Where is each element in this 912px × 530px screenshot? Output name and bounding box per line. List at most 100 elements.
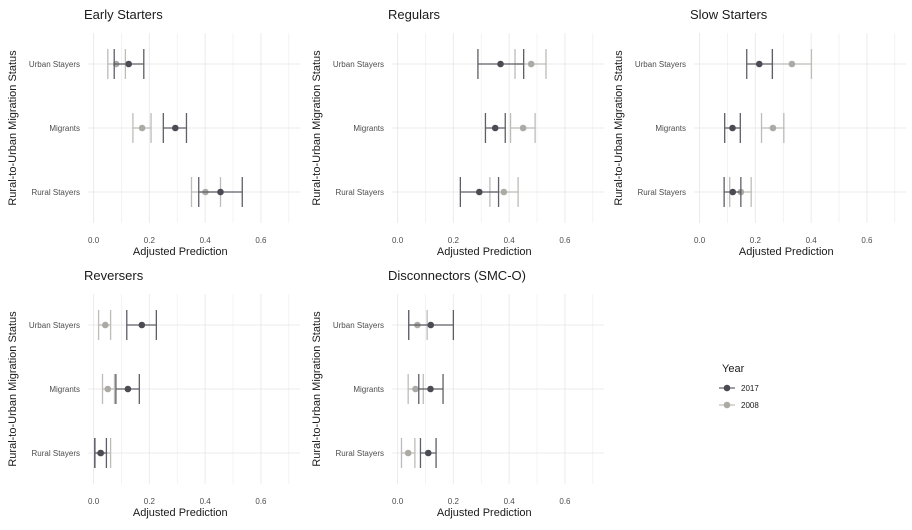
y-axis-title: Rural-to-Urban Migration Status [7, 311, 19, 467]
errorbar-2017 [113, 49, 145, 79]
y-tick-label: Migrants [49, 124, 80, 133]
panel-title: Reversers [84, 268, 144, 283]
y-tick-label: Rural Stayers [336, 188, 384, 197]
y-tick-label: Rural Stayers [638, 188, 686, 197]
x-tick-label: 0.2 [448, 497, 460, 506]
data-point-2008 [500, 188, 508, 196]
data-point-2017 [424, 449, 432, 457]
x-tick-label: 0.6 [255, 497, 267, 506]
errorbar-2017 [459, 177, 500, 207]
x-axis-title: Adjusted Prediction [133, 507, 228, 519]
panel-title: Disconnectors (SMC-O) [388, 268, 526, 283]
errorbar-2017 [724, 113, 741, 143]
facet-panel: Slow Starters Urban Stayers Migrants Rural … [613, 7, 906, 258]
errorbar-2008 [771, 49, 813, 79]
data-point-2017 [125, 60, 133, 68]
x-axis-title: Adjusted Prediction [133, 246, 228, 258]
data-point-2008 [138, 124, 146, 132]
data-point-2017 [138, 321, 146, 329]
legend-key-2008 [723, 401, 731, 409]
errorbar-2017 [723, 177, 742, 207]
errorbar-2008 [400, 438, 416, 468]
facet-panel: Early Starters Urban Stayers Migrants Rural… [7, 7, 300, 258]
data-point-2017 [497, 60, 504, 68]
x-tick-label: 0.0 [88, 497, 100, 506]
data-point-2008 [519, 124, 527, 132]
data-point-2017 [729, 124, 736, 132]
data-point-2017 [476, 188, 483, 196]
y-tick-label: Urban Stayers [29, 60, 80, 69]
errorbar-2017 [198, 177, 243, 207]
data-point-2008 [769, 124, 777, 132]
data-point-2017 [172, 124, 179, 132]
errorbar-2008 [760, 113, 785, 143]
x-tick-label: 0.6 [255, 236, 267, 245]
y-tick-label: Migrants [353, 385, 384, 394]
y-tick-label: Rural Stayers [32, 449, 80, 458]
x-tick-label: 0.6 [861, 236, 873, 245]
data-point-2008 [412, 385, 419, 393]
errorbar-2017 [419, 438, 437, 468]
panel-title: Regulars [388, 7, 441, 22]
y-tick-label: Migrants [49, 385, 80, 394]
data-point-2008 [788, 60, 796, 68]
x-axis-title: Adjusted Prediction [739, 246, 834, 258]
errorbar-2017 [418, 374, 444, 404]
x-tick-label: 0.0 [88, 236, 100, 245]
x-axis-title: Adjusted Prediction [437, 246, 532, 258]
y-tick-label: Urban Stayers [333, 321, 384, 330]
x-tick-label: 0.0 [392, 497, 404, 506]
x-tick-label: 0.6 [559, 236, 571, 245]
data-point-2017 [124, 385, 132, 393]
errorbar-2017 [484, 113, 506, 143]
x-tick-label: 0.0 [392, 236, 404, 245]
x-tick-label: 0.2 [750, 236, 762, 245]
x-tick-label: 0.2 [448, 236, 460, 245]
x-tick-label: 0.4 [806, 236, 818, 245]
y-tick-label: Rural Stayers [32, 188, 80, 197]
x-tick-label: 0.4 [200, 497, 212, 506]
x-tick-label: 0.2 [144, 497, 156, 506]
errorbar-2017 [477, 49, 525, 79]
legend: Year 2017 2008 [719, 363, 759, 410]
y-tick-label: Migrants [353, 124, 384, 133]
x-tick-label: 0.2 [144, 236, 156, 245]
legend-label: 2008 [741, 401, 759, 410]
panel-title: Slow Starters [690, 7, 768, 22]
data-point-2017 [427, 321, 435, 329]
legend-label: 2017 [741, 384, 759, 393]
facet-panel: Disconnectors (SMC-O) Urban Stayers Migran… [311, 268, 604, 519]
errorbar-2017 [162, 113, 188, 143]
legend-key-2017 [723, 384, 731, 392]
data-point-2008 [104, 385, 112, 393]
errorbar-2017 [94, 438, 108, 468]
errorbar-2017 [126, 310, 157, 340]
data-point-2017 [491, 124, 499, 132]
x-axis-title: Adjusted Prediction [437, 507, 532, 519]
facet-panel: Reversers Urban Stayers Migrants Rural Stay… [7, 268, 300, 519]
y-tick-label: Urban Stayers [635, 60, 686, 69]
y-tick-label: Migrants [655, 124, 686, 133]
data-point-2017 [97, 449, 104, 457]
errorbar-2008 [101, 374, 116, 404]
y-axis-title: Rural-to-Urban Migration Status [311, 50, 323, 206]
data-point-2008 [404, 449, 412, 457]
errorbar-2008 [509, 113, 536, 143]
x-tick-label: 0.4 [504, 497, 516, 506]
data-point-2008 [101, 321, 109, 329]
errorbar-2017 [408, 310, 455, 340]
y-axis-title: Rural-to-Urban Migration Status [613, 50, 625, 206]
y-tick-label: Urban Stayers [29, 321, 80, 330]
errorbar-2008 [132, 113, 152, 143]
data-point-2017 [217, 188, 224, 196]
data-point-2008 [527, 60, 535, 68]
facet-panel: Regulars Urban Stayers Migrants Rural Staye… [311, 7, 604, 258]
x-tick-label: 0.4 [504, 236, 516, 245]
data-point-2017 [729, 188, 737, 196]
errorbar-2017 [115, 374, 140, 404]
data-point-2017 [755, 60, 763, 68]
x-tick-label: 0.4 [200, 236, 212, 245]
data-point-2017 [427, 385, 434, 393]
errorbar-2008 [97, 310, 112, 340]
